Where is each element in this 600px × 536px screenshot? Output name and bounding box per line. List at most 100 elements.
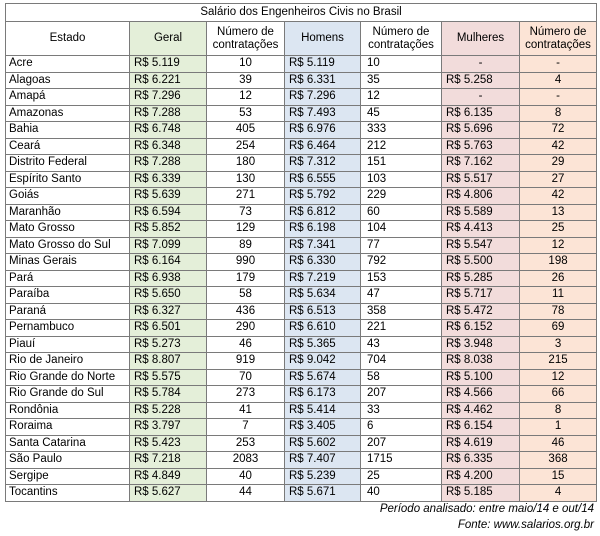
- cell-num-geral: 129: [206, 220, 285, 238]
- table-row: Amazonas R$ 7.288 53 R$ 7.493 45 R$ 6.135 8: [5, 104, 598, 122]
- table-row: Rondônia R$ 5.228 41 R$ 5.414 33 R$ 4.462 8: [5, 401, 598, 419]
- cell-mulheres: R$ 5.763: [441, 137, 520, 155]
- table-row: Pernambuco R$ 6.501 290 R$ 6.610 221 R$ 6.152…: [5, 319, 598, 337]
- cell-estado: Roraima: [5, 418, 130, 436]
- cell-estado: Rio Grande do Norte: [5, 368, 130, 386]
- cell-num-geral: 70: [206, 368, 285, 386]
- cell-num-homens: 212: [360, 137, 442, 155]
- cell-homens: R$ 7.219: [284, 269, 361, 287]
- cell-num-mulheres: 25: [518, 220, 598, 238]
- cell-num-mulheres: 11: [518, 286, 598, 304]
- table-row: São Paulo R$ 7.218 2083 R$ 7.407 1715 R$ 6.33…: [5, 451, 598, 469]
- cell-estado: Pernambuco: [5, 319, 130, 337]
- cell-num-geral: 7: [206, 418, 285, 436]
- cell-num-geral: 180: [206, 154, 285, 172]
- cell-num-geral: 436: [206, 302, 285, 320]
- cell-num-geral: 990: [206, 253, 285, 271]
- cell-num-geral: 179: [206, 269, 285, 287]
- cell-mulheres: R$ 6.152: [441, 319, 520, 337]
- cell-num-mulheres: 42: [518, 137, 598, 155]
- cell-mulheres: R$ 5.717: [441, 286, 520, 304]
- table-row: Piauí R$ 5.273 46 R$ 5.365 43 R$ 3.948 3: [5, 335, 598, 353]
- cell-homens: R$ 5.239: [284, 467, 361, 485]
- cell-geral: R$ 6.221: [129, 71, 207, 89]
- cell-mulheres: R$ 5.185: [441, 484, 520, 502]
- cell-num-geral: 254: [206, 137, 285, 155]
- cell-mulheres: -: [441, 88, 520, 106]
- cell-geral: R$ 6.501: [129, 319, 207, 337]
- cell-estado: Paraíba: [5, 286, 130, 304]
- cell-num-mulheres: 66: [518, 385, 598, 403]
- cell-num-geral: 40: [206, 467, 285, 485]
- cell-num-mulheres: 69: [518, 319, 598, 337]
- cell-estado: Sergipe: [5, 467, 130, 485]
- cell-estado: Piauí: [5, 335, 130, 353]
- table-row: Minas Gerais R$ 6.164 990 R$ 6.330 792 R$ 5.5…: [5, 253, 598, 271]
- table-row: Santa Catarina R$ 5.423 253 R$ 5.602 207 R$ 4…: [5, 434, 598, 452]
- cell-homens: R$ 5.602: [284, 434, 361, 452]
- cell-geral: R$ 7.099: [129, 236, 207, 254]
- cell-mulheres: R$ 7.162: [441, 154, 520, 172]
- cell-estado: Minas Gerais: [5, 253, 130, 271]
- table-row: Distrito Federal R$ 7.288 180 R$ 7.312 151 R$…: [5, 154, 598, 172]
- cell-estado: Rio de Janeiro: [5, 352, 130, 370]
- salary-table: Salário dos Engenheiros Civis no Brasil …: [4, 3, 598, 502]
- cell-geral: R$ 6.327: [129, 302, 207, 320]
- cell-num-mulheres: 13: [518, 203, 598, 221]
- cell-num-homens: 58: [360, 368, 442, 386]
- cell-homens: R$ 7.296: [284, 88, 361, 106]
- cell-num-mulheres: 15: [518, 467, 598, 485]
- cell-num-mulheres: 215: [518, 352, 598, 370]
- cell-num-homens: 207: [360, 434, 442, 452]
- cell-num-geral: 273: [206, 385, 285, 403]
- source-note: Fonte: www.salarios.org.br: [457, 519, 594, 531]
- cell-num-homens: 103: [360, 170, 442, 188]
- cell-mulheres: R$ 6.335: [441, 451, 520, 469]
- cell-num-homens: 153: [360, 269, 442, 287]
- cell-num-mulheres: -: [518, 55, 598, 73]
- cell-num-geral: 919: [206, 352, 285, 370]
- cell-homens: R$ 5.634: [284, 286, 361, 304]
- cell-homens: R$ 6.198: [284, 220, 361, 238]
- table-row: Sergipe R$ 4.849 40 R$ 5.239 25 R$ 4.200 15: [5, 467, 598, 485]
- cell-num-homens: 77: [360, 236, 442, 254]
- cell-estado: Tocantins: [5, 484, 130, 502]
- cell-mulheres: -: [441, 55, 520, 73]
- cell-geral: R$ 5.784: [129, 385, 207, 403]
- salary-table-container: Salário dos Engenheiros Civis no Brasil …: [4, 3, 598, 502]
- cell-num-mulheres: 26: [518, 269, 598, 287]
- cell-geral: R$ 5.627: [129, 484, 207, 502]
- cell-num-mulheres: 3: [518, 335, 598, 353]
- header-geral: Geral: [129, 21, 207, 56]
- cell-homens: R$ 6.610: [284, 319, 361, 337]
- cell-geral: R$ 5.575: [129, 368, 207, 386]
- cell-num-homens: 40: [360, 484, 442, 502]
- cell-estado: Paraná: [5, 302, 130, 320]
- cell-homens: R$ 6.555: [284, 170, 361, 188]
- table-row: Ceará R$ 6.348 254 R$ 6.464 212 R$ 5.763 42: [5, 137, 598, 155]
- cell-num-geral: 46: [206, 335, 285, 353]
- cell-num-geral: 10: [206, 55, 285, 73]
- cell-mulheres: R$ 4.413: [441, 220, 520, 238]
- cell-geral: R$ 5.852: [129, 220, 207, 238]
- cell-num-geral: 53: [206, 104, 285, 122]
- cell-num-geral: 89: [206, 236, 285, 254]
- cell-homens: R$ 5.674: [284, 368, 361, 386]
- cell-num-mulheres: 8: [518, 401, 598, 419]
- cell-mulheres: R$ 5.472: [441, 302, 520, 320]
- cell-num-geral: 39: [206, 71, 285, 89]
- cell-num-homens: 33: [360, 401, 442, 419]
- cell-num-homens: 151: [360, 154, 442, 172]
- cell-mulheres: R$ 5.100: [441, 368, 520, 386]
- cell-mulheres: R$ 4.200: [441, 467, 520, 485]
- cell-num-mulheres: 42: [518, 187, 598, 205]
- cell-num-mulheres: 198: [518, 253, 598, 271]
- cell-num-geral: 12: [206, 88, 285, 106]
- cell-num-homens: 35: [360, 71, 442, 89]
- cell-mulheres: R$ 8.038: [441, 352, 520, 370]
- header-num-geral: Número de contratações: [206, 21, 285, 56]
- cell-num-geral: 2083: [206, 451, 285, 469]
- cell-estado: Rio Grande do Sul: [5, 385, 130, 403]
- cell-num-homens: 43: [360, 335, 442, 353]
- cell-num-mulheres: 46: [518, 434, 598, 452]
